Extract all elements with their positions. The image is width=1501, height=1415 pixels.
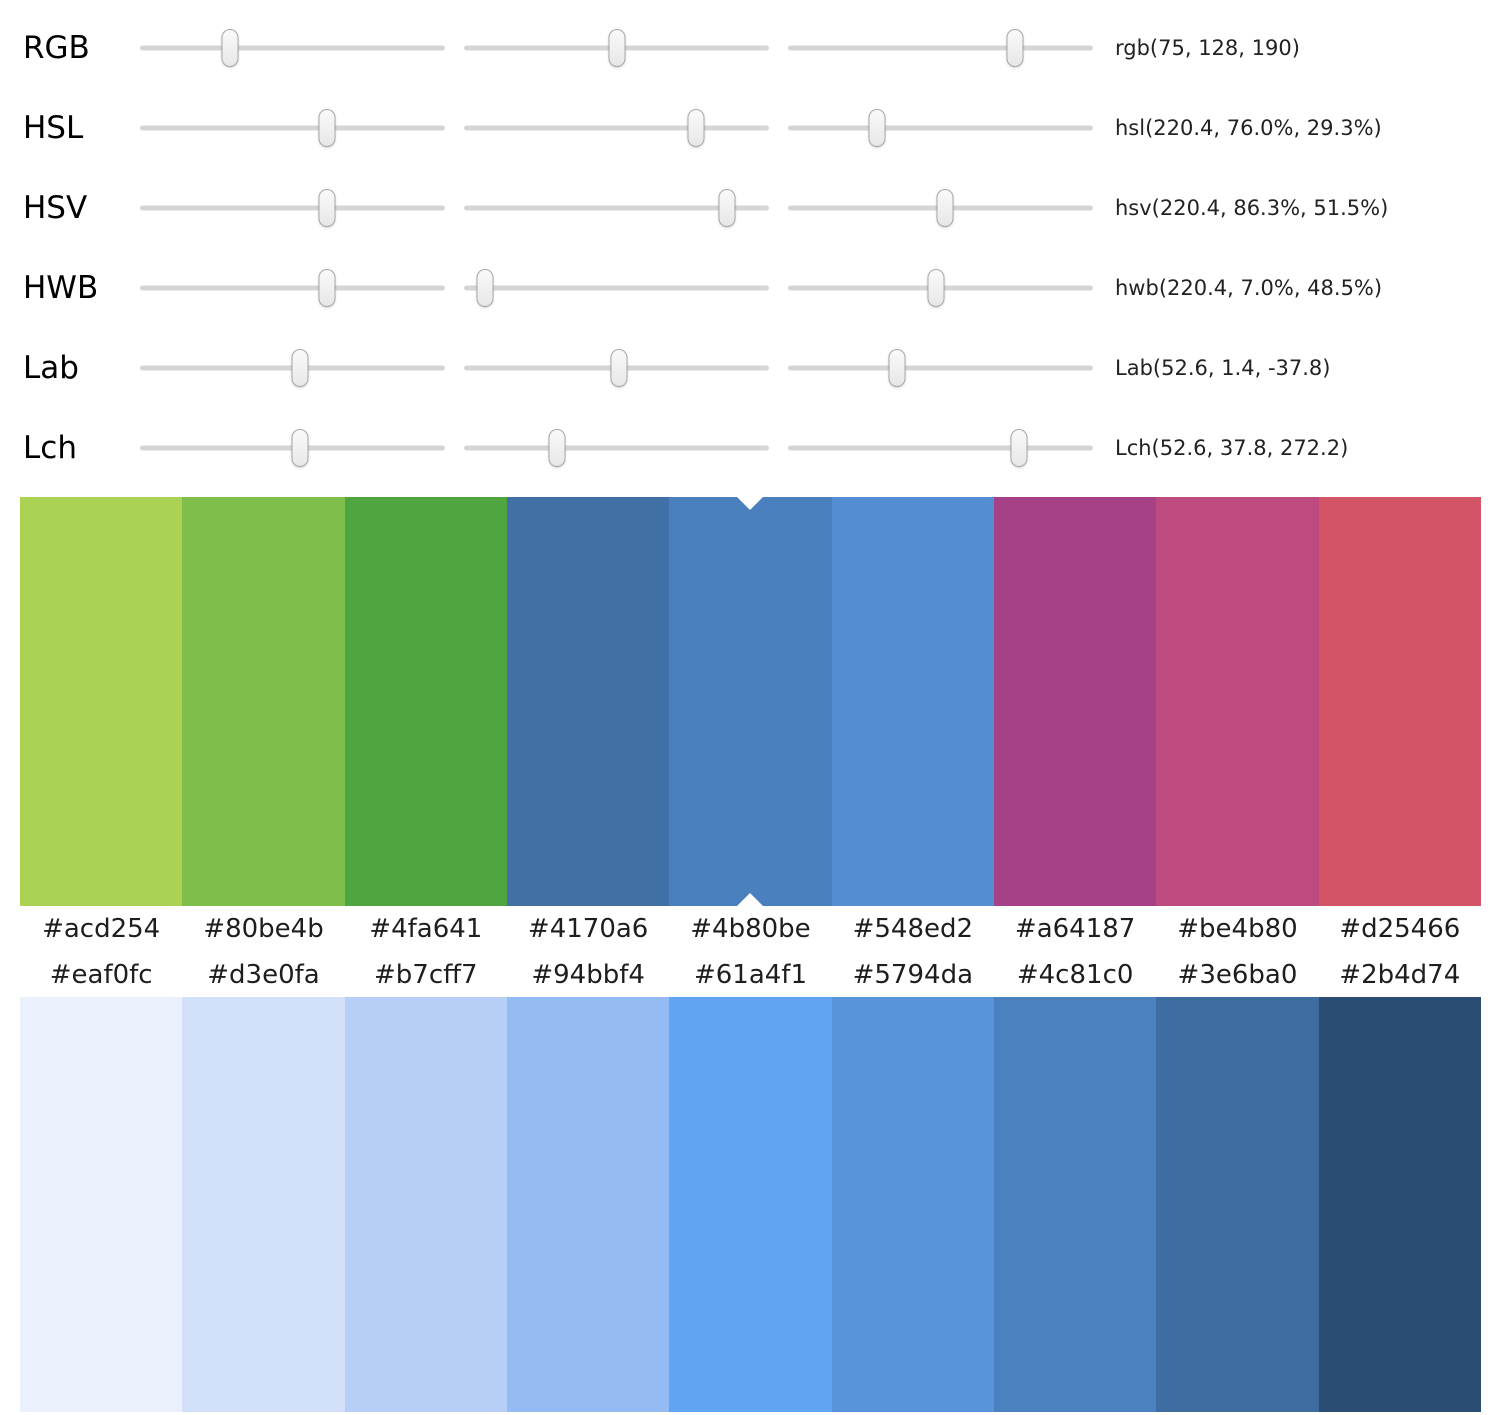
color-space-label: Lch — [23, 430, 77, 466]
slider-row-hsl: HSL hsl(220.4, 76.0%, 29.3%) — [23, 88, 1501, 168]
slider-thumb[interactable] — [610, 349, 628, 387]
slider-thumb[interactable] — [608, 29, 626, 67]
slider-row-lch: Lch Lch(52.6, 37.8, 272.2) — [23, 408, 1501, 488]
slider-track[interactable] — [464, 185, 769, 231]
palette-swatch[interactable] — [344, 997, 507, 1412]
palette-swatch[interactable] — [669, 497, 832, 906]
slider-thumb[interactable] — [476, 269, 494, 307]
slider-thumb[interactable] — [868, 109, 886, 147]
swatch-hex-label: #4fa641 — [369, 914, 483, 944]
palette-section: #acd254 #80be4b #4fa641 #4170a6 #4b80be #548e… — [20, 497, 1481, 1412]
slider-row-hsv: HSV hsv(220.4, 86.3%, 51.5%) — [23, 168, 1501, 248]
color-value-text: rgb(75, 128, 190) — [1115, 36, 1300, 60]
slider-track[interactable] — [788, 25, 1093, 71]
swatch-hex-label: #4170a6 — [527, 914, 649, 944]
palette-swatch[interactable] — [506, 497, 670, 906]
slider-thumb[interactable] — [291, 349, 309, 387]
slider-thumb[interactable] — [291, 429, 309, 467]
swatch-hex-label: #3e6ba0 — [1177, 959, 1298, 990]
swatch-hex-label: #b7cff7 — [374, 959, 478, 990]
slider-thumb[interactable] — [888, 349, 906, 387]
swatch-hex-label: #4c81c0 — [1016, 959, 1134, 990]
slider-track[interactable] — [788, 265, 1093, 311]
selected-swatch-marker-bottom-icon — [737, 893, 764, 906]
slider-track[interactable] — [140, 265, 445, 311]
palette-swatch[interactable] — [993, 497, 1157, 906]
swatch-hex-label: #be4b80 — [1177, 914, 1298, 944]
slider-thumb[interactable] — [318, 109, 336, 147]
palette-swatch[interactable] — [1318, 497, 1481, 906]
slider-track[interactable] — [464, 105, 769, 151]
palette-swatch[interactable] — [506, 997, 670, 1412]
color-space-label: RGB — [23, 30, 90, 66]
shade-palette-strip — [20, 997, 1481, 1412]
swatch-hex-label: #d3e0fa — [207, 959, 320, 990]
selected-swatch-marker-top-icon — [737, 497, 764, 510]
slider-thumb[interactable] — [548, 429, 566, 467]
palette-swatch[interactable] — [831, 497, 994, 906]
palette-swatch[interactable] — [831, 997, 994, 1412]
slider-track[interactable] — [464, 425, 769, 471]
slider-thumb[interactable] — [927, 269, 945, 307]
slider-track[interactable] — [140, 25, 445, 71]
slider-thumb[interactable] — [687, 109, 705, 147]
slider-thumb[interactable] — [318, 269, 336, 307]
swatch-hex-label: #94bbf4 — [531, 959, 645, 990]
swatch-hex-label: #a64187 — [1014, 914, 1136, 944]
shade-palette-hex-labels: #eaf0fc #d3e0fa #b7cff7 #94bbf4 #61a4f1 #5794… — [20, 952, 1481, 997]
slider-thumb[interactable] — [1010, 429, 1028, 467]
color-space-label: Lab — [23, 350, 79, 386]
swatch-hex-label: #61a4f1 — [693, 959, 807, 990]
slider-track[interactable] — [140, 185, 445, 231]
slider-thumb[interactable] — [318, 189, 336, 227]
color-value-text: hsl(220.4, 76.0%, 29.3%) — [1115, 116, 1382, 140]
color-space-label: HSL — [23, 110, 84, 146]
color-space-label: HWB — [23, 270, 99, 306]
palette-swatch[interactable] — [20, 997, 183, 1412]
slider-row-lab: Lab Lab(52.6, 1.4, -37.8) — [23, 328, 1501, 408]
palette-swatch[interactable] — [182, 997, 345, 1412]
swatch-hex-label: #548ed2 — [852, 914, 974, 944]
palette-swatch[interactable] — [669, 997, 832, 1412]
slider-row-rgb: RGB rgb(75, 128, 190) — [23, 8, 1501, 88]
hue-palette-strip — [20, 497, 1481, 906]
color-value-text: hsv(220.4, 86.3%, 51.5%) — [1115, 196, 1389, 220]
slider-track[interactable] — [464, 25, 769, 71]
palette-swatch[interactable] — [1156, 497, 1319, 906]
palette-swatch[interactable] — [182, 497, 345, 906]
swatch-hex-label: #acd254 — [42, 914, 161, 944]
palette-swatch[interactable] — [993, 997, 1157, 1412]
slider-row-hwb: HWB hwb(220.4, 7.0%, 48.5%) — [23, 248, 1501, 328]
slider-track[interactable] — [464, 265, 769, 311]
color-value-text: Lab(52.6, 1.4, -37.8) — [1115, 356, 1331, 380]
color-space-label: HSV — [23, 190, 88, 226]
slider-track[interactable] — [788, 425, 1093, 471]
slider-thumb[interactable] — [936, 189, 954, 227]
swatch-hex-label: #d25466 — [1339, 914, 1461, 944]
palette-swatch[interactable] — [1318, 997, 1481, 1412]
hue-palette-hex-labels: #acd254 #80be4b #4fa641 #4170a6 #4b80be #548e… — [20, 906, 1481, 952]
swatch-hex-label: #2b4d74 — [1339, 959, 1461, 990]
slider-thumb[interactable] — [221, 29, 239, 67]
slider-track[interactable] — [788, 185, 1093, 231]
color-value-text: hwb(220.4, 7.0%, 48.5%) — [1115, 276, 1383, 300]
swatch-hex-label: #80be4b — [203, 914, 324, 944]
slider-rows: RGB rgb(75, 128, 190) HSL hsl(220.4, 76.0%,… — [0, 0, 1501, 488]
slider-track[interactable] — [140, 425, 445, 471]
color-value-text: Lch(52.6, 37.8, 272.2) — [1115, 436, 1349, 460]
slider-track[interactable] — [140, 345, 445, 391]
slider-track[interactable] — [788, 105, 1093, 151]
swatch-hex-label: #eaf0fc — [49, 959, 153, 990]
swatch-hex-label: #5794da — [852, 959, 973, 990]
slider-track[interactable] — [788, 345, 1093, 391]
slider-track[interactable] — [464, 345, 769, 391]
swatch-hex-label: #4b80be — [690, 914, 811, 944]
slider-track[interactable] — [140, 105, 445, 151]
slider-thumb[interactable] — [1006, 29, 1024, 67]
slider-thumb[interactable] — [718, 189, 736, 227]
palette-swatch[interactable] — [344, 497, 507, 906]
palette-swatch[interactable] — [1156, 997, 1319, 1412]
palette-swatch[interactable] — [20, 497, 183, 906]
